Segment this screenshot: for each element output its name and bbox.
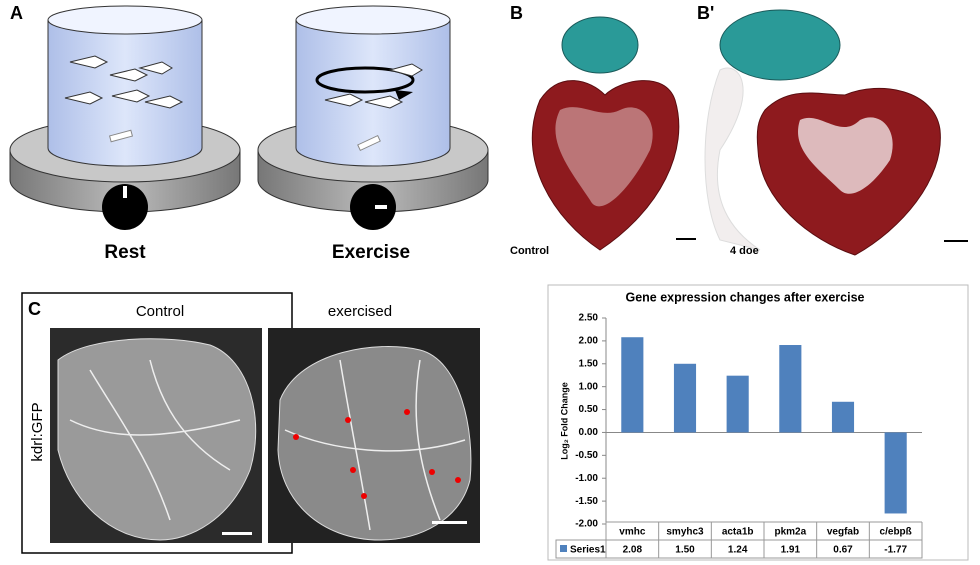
micrograph-control (50, 328, 262, 543)
y-tick-label: 1.50 (579, 358, 599, 369)
table-value: 1.50 (675, 545, 695, 556)
y-tick-label: 2.00 (579, 336, 599, 347)
panel-label: B (510, 3, 523, 23)
bar (831, 401, 855, 433)
plot: 2.50 2.00 1.50 1.00 0.50 0.00 -0.50 -1.00 -1.50 -… (555, 313, 923, 559)
section-caption: Control (510, 245, 549, 257)
stirrer-rest (9, 5, 241, 230)
chart-frame (547, 284, 969, 561)
row-label: kdrl:GFP (29, 402, 46, 461)
x-tick-label: pkm2a (774, 527, 806, 538)
chart-title: Gene expression changes after exercise (625, 290, 864, 304)
condition-label: Rest (104, 242, 146, 263)
micrograph-exercised (268, 328, 480, 543)
x-tick-label: smyhc3 (666, 527, 704, 538)
x-tick-label: vmhc (619, 527, 646, 538)
y-tick-label: -1.00 (575, 473, 598, 484)
y-tick-label: 1.00 (579, 381, 599, 392)
column-label: Control (136, 303, 184, 320)
panel-label: A (10, 3, 23, 23)
x-tick-label: acta1b (722, 527, 754, 538)
column-label: exercised (328, 303, 392, 320)
bar (779, 345, 802, 433)
table-value: 1.91 (781, 545, 801, 556)
scale-bar (944, 240, 968, 242)
x-tick-label: vegfab (827, 527, 859, 538)
heart-section-control (531, 16, 680, 251)
table-value: -1.77 (884, 545, 907, 556)
table-value: 2.08 (623, 545, 643, 556)
y-axis-title: Log₂ Fold Change (559, 382, 569, 460)
bar (726, 375, 749, 433)
panel-label: C (28, 299, 41, 319)
bar (673, 363, 697, 433)
y-tick-label: 0.00 (579, 427, 599, 438)
y-tick-label: 2.50 (579, 313, 599, 324)
x-tick-label: c/ebpß (880, 527, 912, 538)
bar (884, 432, 907, 514)
bar (621, 337, 644, 433)
section-caption: 4 doe (730, 245, 759, 257)
y-tick-label: 0.50 (579, 404, 599, 415)
y-tick-label: -1.50 (575, 496, 598, 507)
table-value: 0.67 (833, 545, 853, 556)
condition-label: Exercise (332, 242, 410, 263)
y-tick-label: -0.50 (575, 450, 598, 461)
table-value: 1.24 (728, 545, 748, 556)
panel-label: B' (697, 3, 714, 23)
heart-section-exercised (704, 9, 941, 256)
legend-swatch (560, 545, 567, 552)
stirrer-exercise (257, 5, 489, 230)
scale-bar (676, 238, 696, 240)
y-tick-label: -2.00 (575, 519, 598, 530)
legend-label: Series1 (570, 545, 606, 556)
